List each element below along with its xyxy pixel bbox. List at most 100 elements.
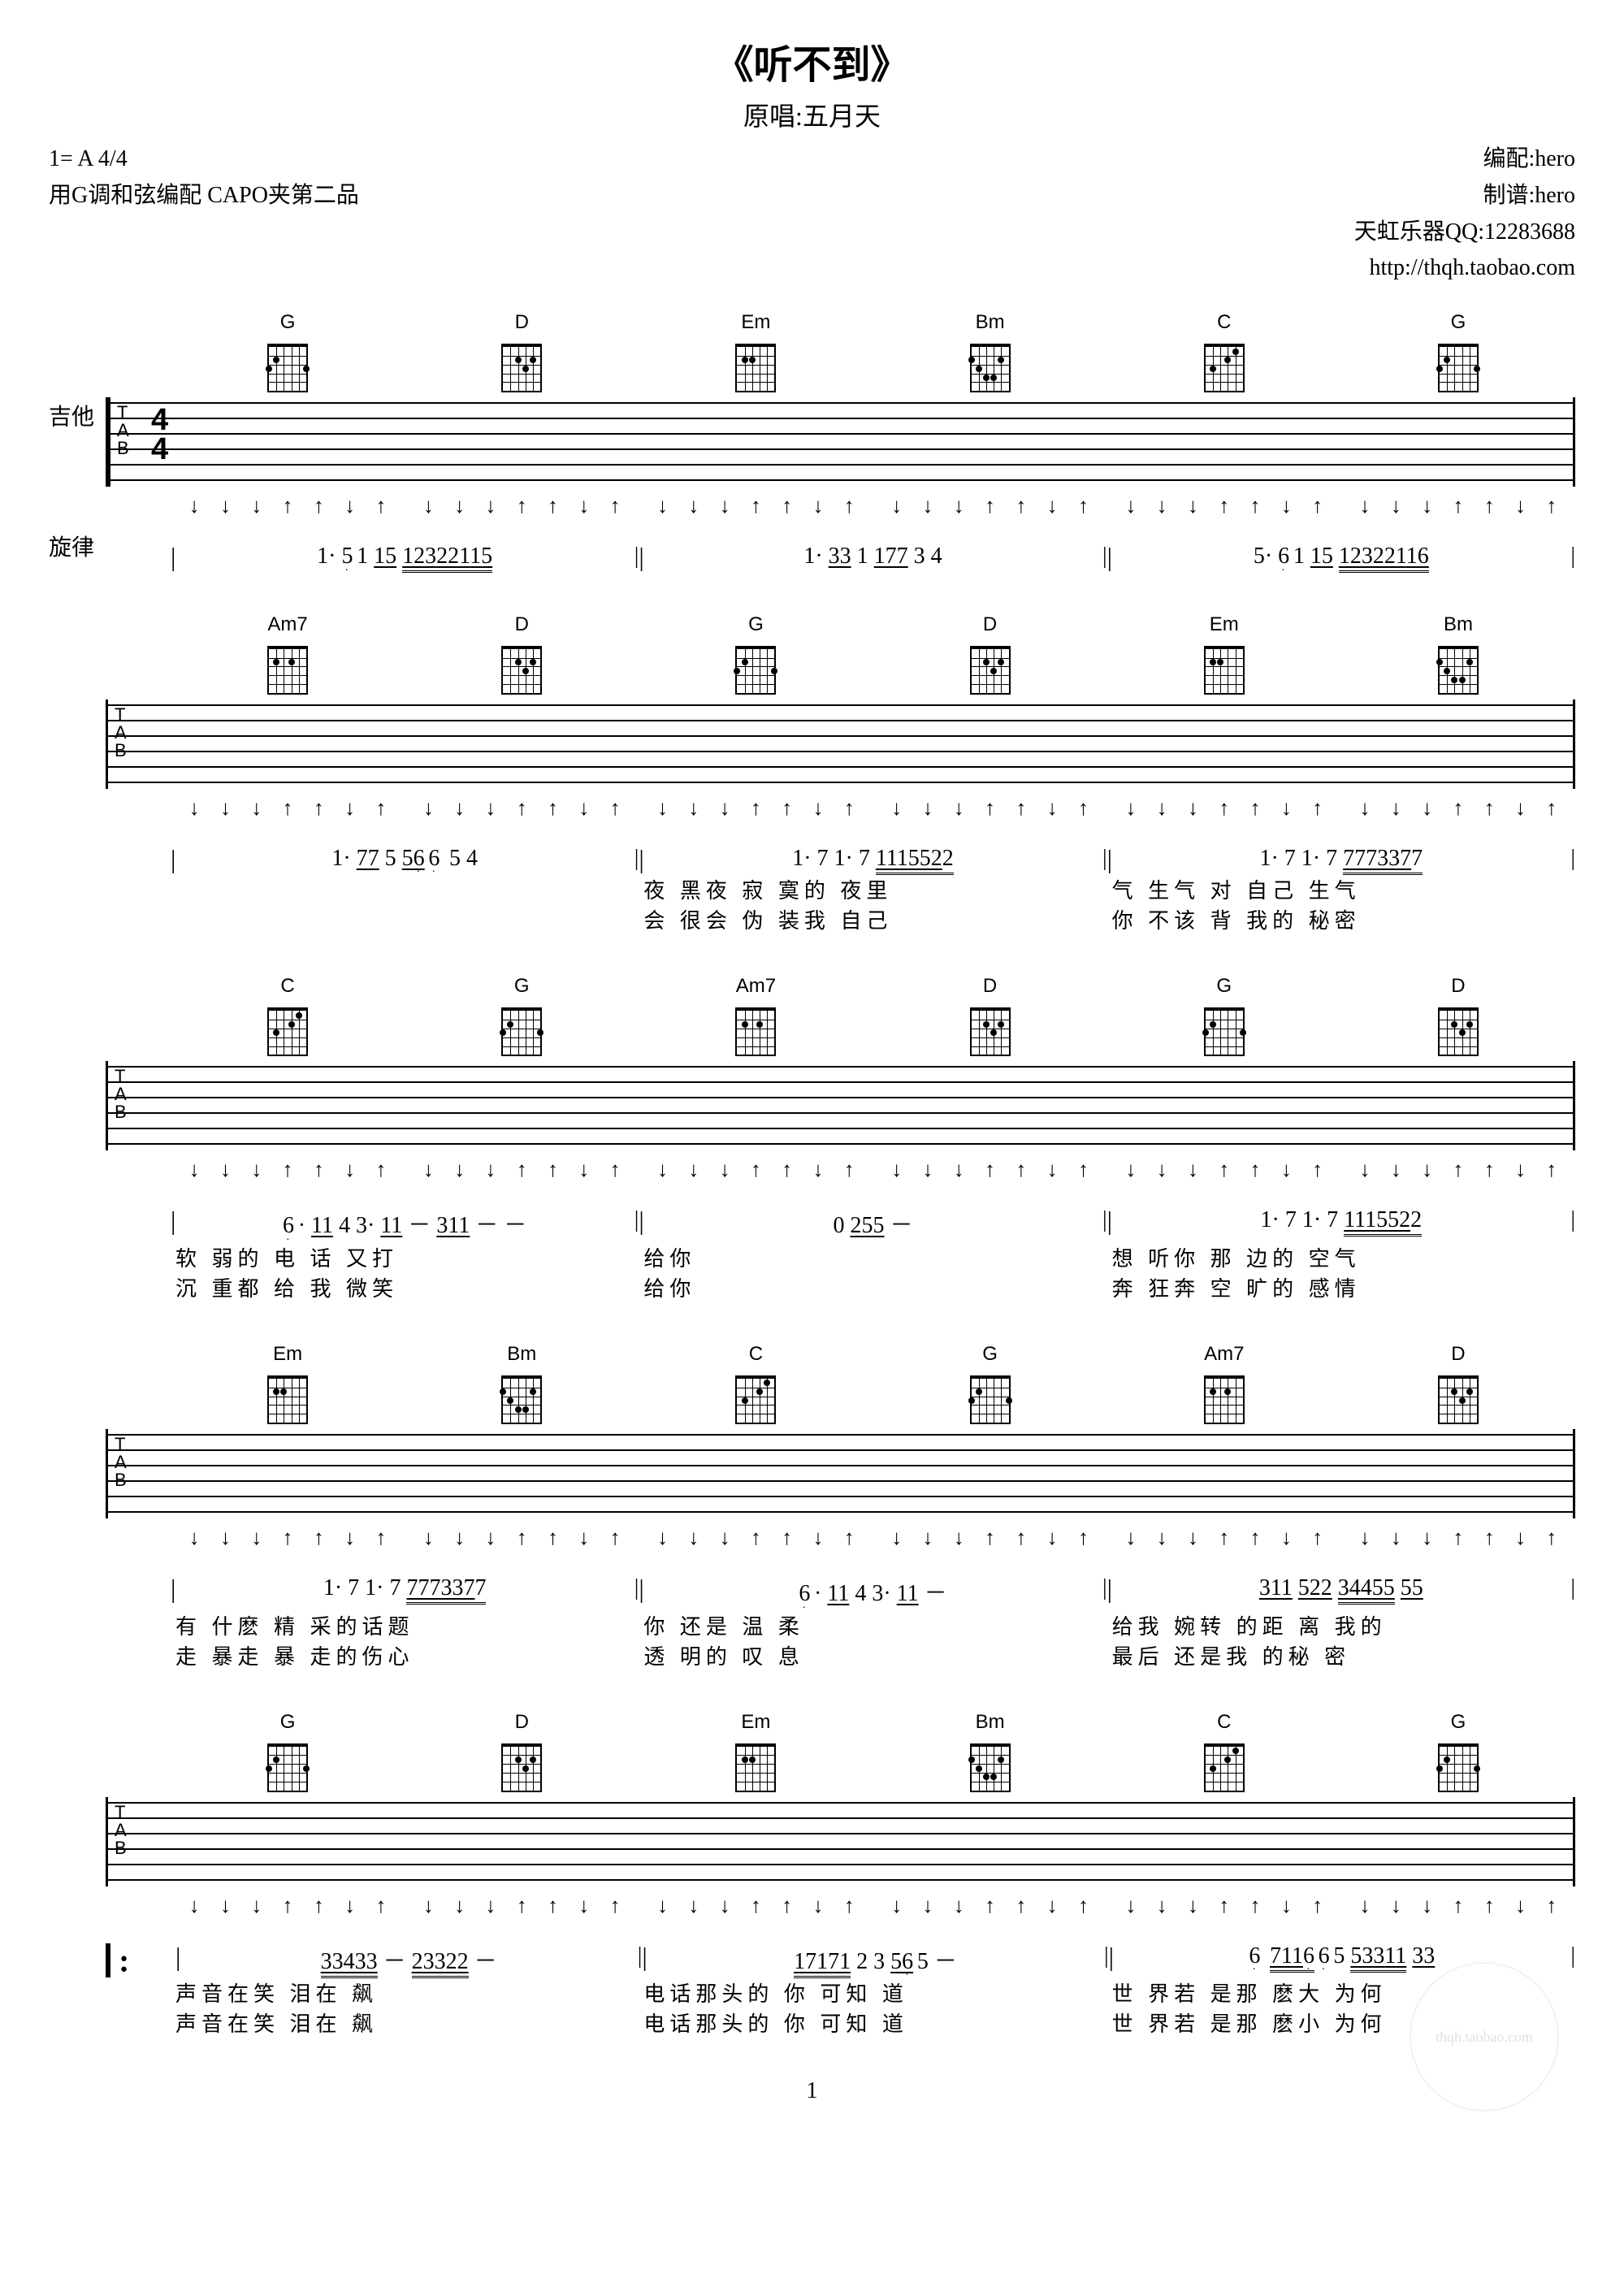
strum-arrow: ↓ <box>251 1527 262 1548</box>
melody-measure: |6·· 11 4 3· 11 －| <box>639 1575 1106 1610</box>
strum-arrow: ↓ <box>922 797 933 818</box>
strum-arrow: ↑ <box>1078 1895 1089 1916</box>
chord-row: G D Em Bm C G <box>106 311 1575 396</box>
chord-name: Am7 <box>1200 1343 1249 1366</box>
strum-arrow: ↓ <box>454 1527 465 1548</box>
strum-arrow: ↓ <box>1515 797 1526 818</box>
strum-arrow: ↓ <box>922 1895 933 1916</box>
part-label-guitar: 吉他 <box>49 399 106 431</box>
strum-arrow: ↓ <box>1360 1527 1371 1548</box>
strum-cell: ↓↓↓↑↑↓↑ <box>1341 1155 1575 1183</box>
chord-diagram: D <box>966 975 1015 1059</box>
strum-arrow: ↓ <box>720 1159 730 1180</box>
strum-arrow: ↓ <box>812 495 823 516</box>
strum-arrow: ↓ <box>485 1895 496 1916</box>
strum-arrow: ↓ <box>688 1527 699 1548</box>
strum-arrow: ↓ <box>1391 1527 1401 1548</box>
melody-measure: |1· 7 1· 7 7773377| <box>1107 846 1575 875</box>
strum-arrow: ↓ <box>578 797 589 818</box>
tab-clef: TAB <box>117 404 131 457</box>
strum-arrow: ↑ <box>1546 1159 1557 1180</box>
chord-name: D <box>966 613 1015 636</box>
chord-diagram: C <box>263 975 312 1059</box>
chord-name: G <box>1434 311 1483 334</box>
chord-diagram: D <box>497 613 546 698</box>
strum-pattern-row: ↓↓↓↑↑↓↑↓↓↓↑↑↓↑↓↓↓↑↑↓↑↓↓↓↑↑↓↑↓↓↓↑↑↓↑↓↓↓↑↑… <box>106 794 1575 821</box>
strum-arrow: ↑ <box>1312 1527 1323 1548</box>
strum-cell: ↓↓↓↑↑↓↑ <box>171 492 405 519</box>
lyric-cell: 电话那头的 你 可知 道 <box>639 2008 1106 2038</box>
strum-arrow: ↑ <box>283 797 293 818</box>
strum-arrow: ↓ <box>1422 1895 1432 1916</box>
strum-arrow: ↓ <box>657 797 668 818</box>
strum-arrow: ↓ <box>189 495 200 516</box>
strum-cell: ↓↓↓↑↑↓↑ <box>171 1891 405 1919</box>
chord-name: Em <box>731 311 780 334</box>
strum-arrow: ↑ <box>610 495 621 516</box>
website-url: http://thqh.taobao.com <box>1354 250 1575 287</box>
strum-arrow: ↑ <box>844 1159 855 1180</box>
strum-arrow: ↑ <box>1546 1895 1557 1916</box>
chord-diagram: Em <box>263 1343 312 1427</box>
strum-arrow: ↑ <box>314 1527 324 1548</box>
chord-diagram: G <box>263 311 312 396</box>
strum-arrow: ↓ <box>1125 1159 1136 1180</box>
strum-arrow: ↓ <box>720 797 730 818</box>
strum-arrow: ↓ <box>1157 495 1167 516</box>
strum-arrow: ↓ <box>954 1527 964 1548</box>
melody-measure: |1· 7 1· 7 7773377| <box>171 1575 639 1610</box>
lyric-cell <box>171 874 639 904</box>
strum-arrow: ↓ <box>812 1159 823 1180</box>
lyric-cell: 你 不该 背 我的 秘密 <box>1107 904 1575 934</box>
melody-row: |33433 － 23322 －||17171 2 3 56·5 －||6· 7… <box>106 1943 1575 1978</box>
lyric-cell: 电话那头的 你 可知 道 <box>639 1977 1106 2008</box>
strum-arrow: ↓ <box>1515 495 1526 516</box>
tab-staff: TAB <box>106 1429 1575 1518</box>
chord-name: C <box>263 975 312 998</box>
strum-arrow: ↑ <box>548 1895 558 1916</box>
strum-arrow: ↓ <box>1125 1527 1136 1548</box>
strum-arrow: ↑ <box>844 1895 855 1916</box>
tab-clef: TAB <box>115 1804 128 1857</box>
lyric-cell: 夜 黑夜 寂 寞的 夜里 <box>639 874 1106 904</box>
strum-arrow: ↑ <box>517 797 527 818</box>
strum-arrow: ↓ <box>1360 1159 1371 1180</box>
lyric-cell: 软 弱的 电 话 又打 <box>171 1242 639 1272</box>
strum-arrow: ↑ <box>1078 1527 1089 1548</box>
melody-measure: |33433 － 23322 －| <box>175 1943 642 1978</box>
strum-arrow: ↓ <box>578 1159 589 1180</box>
strum-arrow: ↑ <box>283 495 293 516</box>
system: G D Em Bm C G TAB↓↓↓↑↑↓↑↓↓↓↑↑↓↑↓↓↓↑↑↓↑↓↓… <box>49 1711 1575 2038</box>
strum-arrow: ↓ <box>220 1895 231 1916</box>
lyric-row-2: 走 暴走 暴 走的伤心透 明的 叹 息最后 还是我 的秘 密 <box>106 1640 1575 1670</box>
lyric-row-1: 软 弱的 电 话 又打 给你想 听你 那 边的 空气 <box>106 1242 1575 1272</box>
strum-arrow: ↓ <box>344 1159 355 1180</box>
strum-arrow: ↓ <box>220 1159 231 1180</box>
lyric-cell: 气 生气 对 自己 生气 <box>1107 874 1575 904</box>
strum-arrow: ↓ <box>1281 1527 1292 1548</box>
strum-arrow: ↓ <box>1125 797 1136 818</box>
chord-name: Bm <box>966 1711 1015 1734</box>
chord-diagram: Bm <box>1434 613 1483 698</box>
lyric-cell: 给你 <box>639 1272 1106 1302</box>
capo-note: 用G调和弦编配 CAPO夹第二品 <box>49 178 359 214</box>
strum-arrow: ↑ <box>1016 495 1026 516</box>
melody-measure: |1· 33 1 177 3 4| <box>639 544 1106 573</box>
strum-arrow: ↓ <box>485 797 496 818</box>
strum-arrow: ↓ <box>344 1895 355 1916</box>
chord-name: G <box>731 613 780 636</box>
strum-arrow: ↓ <box>657 1159 668 1180</box>
strum-arrow: ↑ <box>1250 1527 1261 1548</box>
chord-diagram: D <box>1434 1343 1483 1427</box>
strum-arrow: ↓ <box>720 1895 730 1916</box>
strum-arrow: ↑ <box>782 797 792 818</box>
song-title: 《听不到》 <box>49 32 1575 89</box>
system: 吉他 G D Em Bm C G TAB 44↓↓↓↑↑↓↑↓↓↓↑↑↓↑↓↓↓… <box>49 311 1575 573</box>
strum-pattern-row: ↓↓↓↑↑↓↑↓↓↓↑↑↓↑↓↓↓↑↑↓↑↓↓↓↑↑↓↑↓↓↓↑↑↓↑↓↓↓↑↑… <box>106 1523 1575 1551</box>
strum-arrow: ↑ <box>1219 1527 1229 1548</box>
strum-cell: ↓↓↓↑↑↓↑ <box>639 794 873 821</box>
strum-arrow: ↓ <box>1281 1159 1292 1180</box>
strum-arrow: ↑ <box>751 1895 761 1916</box>
strum-arrow: ↓ <box>423 495 434 516</box>
strum-arrow: ↓ <box>1157 1895 1167 1916</box>
